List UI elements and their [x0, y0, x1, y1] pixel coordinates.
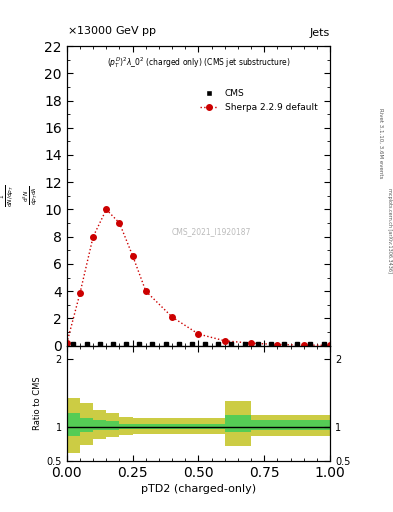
- Sherpa 2.2.9 default: [328, 342, 332, 348]
- Sherpa 2.2.9 default: [64, 340, 69, 346]
- Sherpa 2.2.9 default: [249, 340, 253, 346]
- CMS: [189, 341, 194, 347]
- CMS: [84, 341, 89, 347]
- CMS: [163, 341, 168, 347]
- X-axis label: pTD2 (charged-only): pTD2 (charged-only): [141, 484, 256, 494]
- CMS: [176, 341, 181, 347]
- Line: Sherpa 2.2.9 default: Sherpa 2.2.9 default: [64, 207, 333, 348]
- CMS: [255, 341, 260, 347]
- CMS: [110, 341, 115, 347]
- Sherpa 2.2.9 default: [196, 331, 201, 337]
- Sherpa 2.2.9 default: [104, 206, 108, 212]
- CMS: [295, 341, 299, 347]
- Line: CMS: CMS: [71, 342, 326, 347]
- CMS: [216, 341, 220, 347]
- Text: CMS_2021_I1920187: CMS_2021_I1920187: [172, 227, 251, 236]
- Legend: CMS, Sherpa 2.2.9 default: CMS, Sherpa 2.2.9 default: [197, 87, 320, 115]
- CMS: [97, 341, 102, 347]
- CMS: [137, 341, 141, 347]
- CMS: [229, 341, 234, 347]
- Y-axis label: $\frac{1}{\mathrm{d}N/\mathrm{d}p_T}$
$\frac{\mathrm{d}^2N}{\mathrm{d}p_T\mathrm: $\frac{1}{\mathrm{d}N/\mathrm{d}p_T}$ $\…: [0, 185, 40, 207]
- CMS: [203, 341, 208, 347]
- CMS: [71, 341, 76, 347]
- CMS: [124, 341, 129, 347]
- Sherpa 2.2.9 default: [78, 290, 83, 296]
- Sherpa 2.2.9 default: [91, 233, 95, 240]
- Sherpa 2.2.9 default: [143, 288, 148, 294]
- Sherpa 2.2.9 default: [130, 253, 135, 259]
- Sherpa 2.2.9 default: [275, 342, 280, 348]
- CMS: [321, 341, 326, 347]
- Sherpa 2.2.9 default: [170, 314, 174, 320]
- CMS: [242, 341, 247, 347]
- CMS: [150, 341, 155, 347]
- CMS: [308, 341, 313, 347]
- Text: $\times$13000 GeV pp: $\times$13000 GeV pp: [67, 25, 157, 38]
- Text: Jets: Jets: [310, 28, 330, 38]
- CMS: [268, 341, 273, 347]
- Text: $(p_T^D)^2\lambda\_0^2$ (charged only) (CMS jet substructure): $(p_T^D)^2\lambda\_0^2$ (charged only) (…: [107, 55, 290, 70]
- Sherpa 2.2.9 default: [222, 338, 227, 344]
- Text: Rivet 3.1.10, 3.6M events: Rivet 3.1.10, 3.6M events: [379, 108, 384, 179]
- Text: mcplots.cern.ch [arXiv:1306.3436]: mcplots.cern.ch [arXiv:1306.3436]: [387, 188, 391, 273]
- Sherpa 2.2.9 default: [117, 220, 122, 226]
- Sherpa 2.2.9 default: [301, 342, 306, 348]
- CMS: [282, 341, 286, 347]
- Y-axis label: Ratio to CMS: Ratio to CMS: [33, 376, 42, 430]
